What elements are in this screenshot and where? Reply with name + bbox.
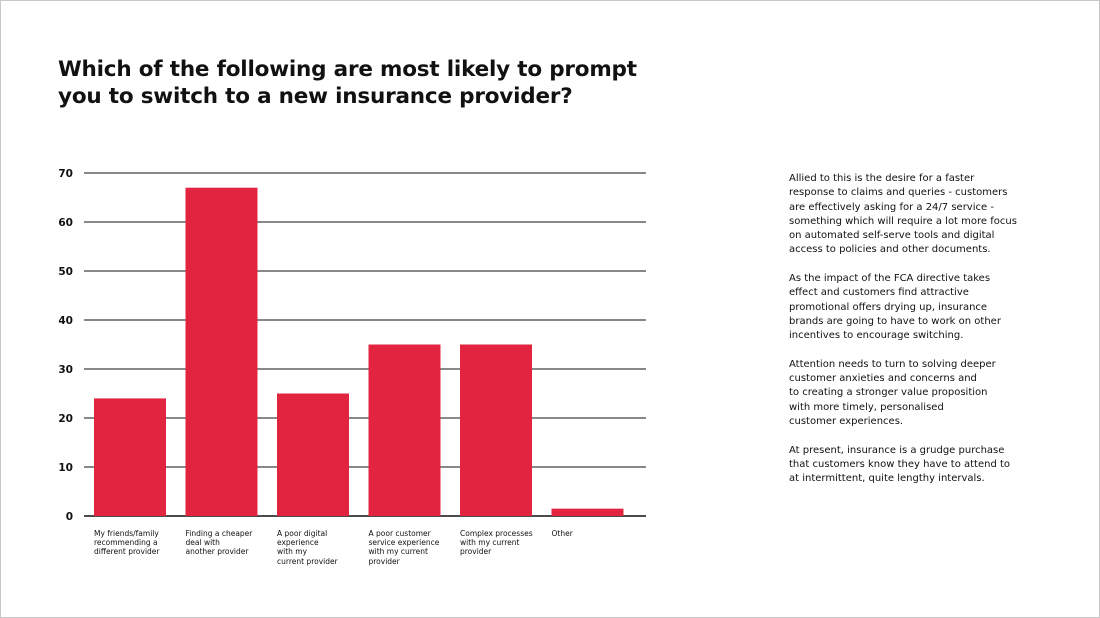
- y-tick-label: 30: [58, 364, 73, 376]
- side-paragraph-3: Attention needs to turn to solving deepe…: [789, 358, 996, 428]
- bar: [368, 344, 441, 516]
- bar: [94, 398, 166, 516]
- x-category-label: A poor digital experience with my curren…: [277, 529, 338, 566]
- y-tick-label: 60: [58, 217, 73, 229]
- y-tick-label: 40: [58, 315, 73, 327]
- y-tick-label: 20: [58, 413, 73, 425]
- x-category-label: Finding a cheaper deal with another prov…: [185, 529, 253, 557]
- bar: [277, 393, 349, 516]
- y-tick-label: 50: [58, 266, 73, 278]
- bar: [460, 344, 532, 516]
- y-tick-label: 10: [58, 462, 73, 474]
- side-paragraph-4: At present, insurance is a grudge purcha…: [789, 444, 1011, 485]
- side-commentary: Allied to this is the desire for a faste…: [789, 172, 1039, 501]
- x-category-label: A poor customer service experience with …: [368, 529, 440, 566]
- bar: [185, 187, 258, 516]
- x-category-label: Complex processes with my current provid…: [460, 529, 533, 557]
- side-paragraph-2: As the impact of the FCA directive takes…: [789, 273, 1001, 342]
- y-tick-label: 0: [66, 511, 73, 523]
- bar: [551, 508, 624, 516]
- side-paragraph-1: Allied to this is the desire for a faste…: [789, 173, 1017, 256]
- y-tick-label: 70: [58, 168, 73, 180]
- x-category-label: Other: [551, 529, 573, 538]
- chart-title: Which of the following are most likely t…: [58, 57, 637, 109]
- x-category-label: My friends/family recommending a differe…: [94, 529, 160, 557]
